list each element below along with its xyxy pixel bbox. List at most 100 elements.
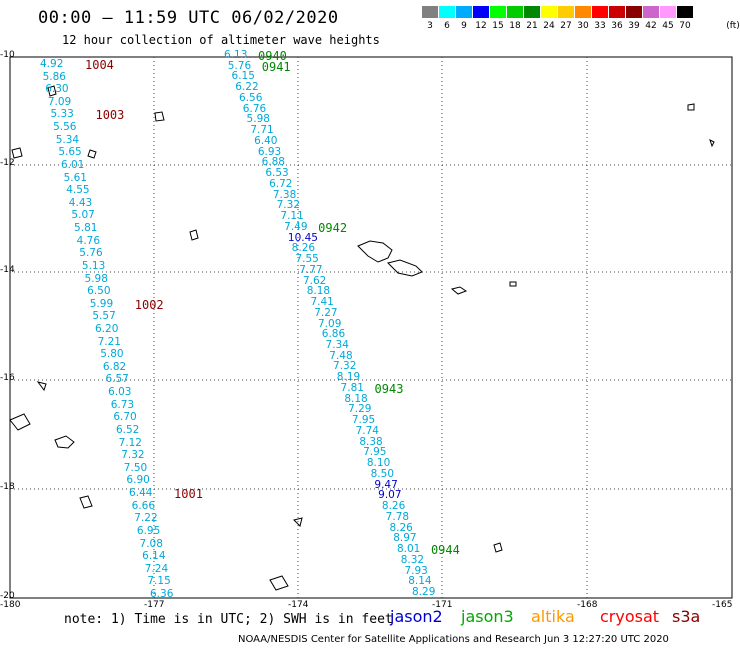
footer-credit: NOAA/NESDIS Center for Satellite Applica… <box>238 634 669 645</box>
wave-height-value: 7.38 <box>272 188 297 201</box>
wave-height-value: 6.70 <box>113 411 137 424</box>
wave-height-value: 5.76 <box>227 59 252 72</box>
pass-time-label: 0940 <box>258 49 287 63</box>
wave-height-value: 6.88 <box>261 156 285 169</box>
island-small-12 <box>509 281 517 287</box>
wave-height-value: 8.01 <box>396 543 421 556</box>
legend-label: 6 <box>444 21 450 31</box>
legend-label: 27 <box>560 21 572 31</box>
wave-height-value: 4.76 <box>76 234 101 247</box>
wave-height-value: 6.50 <box>87 285 111 298</box>
island-small-11 <box>709 139 715 148</box>
wave-height-value: 4.55 <box>66 184 90 197</box>
lon-label: -168 <box>577 600 598 610</box>
satellite-legend-item: altika <box>531 607 575 626</box>
wave-height-value: 5.98 <box>246 113 270 126</box>
wave-height-value: 5.33 <box>50 108 74 121</box>
island-small-4 <box>493 542 503 553</box>
wave-height-value: 8.18 <box>344 392 368 405</box>
wave-height-value: 6.86 <box>321 328 346 341</box>
wave-height-value: 7.93 <box>404 564 428 577</box>
island-samoa-upolu <box>357 240 393 263</box>
footer-note: note: 1) Time is in UTC; 2) SWH is in fe… <box>64 612 393 627</box>
wave-height-value: 6.14 <box>142 550 166 563</box>
wave-height-value: 6.76 <box>242 102 267 115</box>
pass-time-label: 0944 <box>430 543 460 558</box>
pass-time-label: 1001 <box>174 487 203 502</box>
wave-height-value: 8.18 <box>306 285 331 298</box>
wave-height-value: 5.13 <box>81 259 106 272</box>
wave-height-value: 6.66 <box>131 499 156 512</box>
legend-label: 45 <box>662 21 674 31</box>
wave-height-value: 7.09 <box>318 317 342 330</box>
wave-height-value: 6.22 <box>235 81 259 94</box>
pass-time-label: 0943 <box>374 381 404 396</box>
wave-height-value: 6.90 <box>126 474 150 487</box>
gridlines <box>10 57 732 598</box>
wave-height-value: 7.22 <box>134 512 158 525</box>
wave-height-value: 5.86 <box>42 70 66 83</box>
legend-label: 9 <box>461 21 467 31</box>
wave-height-value: 7.49 <box>284 220 308 233</box>
lat-label: -14 <box>0 265 15 275</box>
wave-height-value: 6.72 <box>269 177 293 190</box>
lon-label: -165 <box>712 600 733 610</box>
legend-swatch <box>609 6 625 18</box>
legend-unit: (ft) <box>726 21 740 31</box>
wave-height-value: 8.14 <box>408 575 432 588</box>
wave-height-value: 8.50 <box>370 467 395 480</box>
pass-time-label: 1003 <box>95 108 125 123</box>
wave-height-value: 8.38 <box>359 435 383 448</box>
wave-height-value: 7.55 <box>295 253 319 266</box>
wave-height-value: 8.26 <box>389 521 413 534</box>
legend-label: 33 <box>594 21 606 31</box>
legend-label: 15 <box>492 21 504 31</box>
wave-height-value: 4.43 <box>68 196 93 209</box>
wave-height-value: 6.40 <box>254 134 278 147</box>
island-small-3 <box>450 286 468 295</box>
wave-height-value: 7.62 <box>302 274 327 287</box>
island-small-10 <box>293 517 303 527</box>
wave-height-value: 4.92 <box>40 58 64 70</box>
wave-height-value: 8.26 <box>381 500 406 513</box>
wave-height-value: 7.95 <box>363 446 387 459</box>
island-small-6 <box>47 85 57 97</box>
wave-height-value: 5.07 <box>71 209 95 222</box>
legend-swatch <box>575 6 591 18</box>
wave-height-value: 7.15 <box>147 575 171 588</box>
wave-height-value: 6.82 <box>102 360 127 373</box>
island-small-5 <box>687 103 695 111</box>
pass-time-label: 0942 <box>318 220 348 235</box>
wave-height-value: 7.12 <box>118 436 142 449</box>
satellite-legend-item: s3a <box>672 607 701 626</box>
lat-label: -20 <box>0 591 15 601</box>
legend-swatch <box>507 6 523 18</box>
wave-height-value: 5.76 <box>79 247 103 260</box>
pass-time-label: 0941 <box>261 59 291 74</box>
legend-label: 12 <box>475 21 487 31</box>
island-tonga-1 <box>54 435 75 449</box>
wave-height-value: 6.52 <box>115 423 140 436</box>
wave-height-value: 7.95 <box>351 414 376 427</box>
wave-height-value: 9.07 <box>378 489 402 502</box>
wave-height-value: 8.29 <box>412 586 436 598</box>
wave-height-value: 6.15 <box>231 70 255 83</box>
wave-height-value: 5.98 <box>84 272 108 285</box>
wave-height-value: 7.34 <box>325 338 349 351</box>
wave-height-value: 7.78 <box>385 510 410 523</box>
wave-height-value: 5.65 <box>58 146 82 159</box>
legend-swatch <box>490 6 506 18</box>
legend-swatch <box>643 6 659 18</box>
wave-height-value: 6.01 <box>60 158 85 171</box>
wave-height-value: 7.81 <box>340 381 364 394</box>
wave-height-value: 5.57 <box>92 310 116 323</box>
wave-height-value: 5.81 <box>74 222 98 235</box>
legend-label: 18 <box>509 21 521 31</box>
wave-height-value: 5.99 <box>89 297 114 310</box>
wave-height-value: 7.74 <box>355 424 379 437</box>
island-samoa-savaii <box>387 259 423 277</box>
legend-swatch <box>524 6 540 18</box>
lon-label: -177 <box>144 600 165 610</box>
lat-label: -10 <box>0 50 15 60</box>
wave-height-value: 7.21 <box>97 335 121 348</box>
